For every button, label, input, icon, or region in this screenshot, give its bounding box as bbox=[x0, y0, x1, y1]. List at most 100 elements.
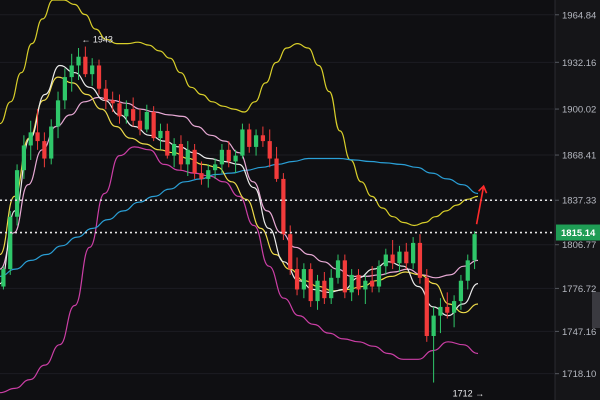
candle-body bbox=[472, 234, 477, 261]
candle-body bbox=[342, 260, 347, 293]
candle-bullish bbox=[363, 274, 368, 304]
candle-bearish bbox=[226, 141, 231, 168]
price-annotations: ← 1943 1712 → bbox=[81, 35, 484, 399]
y-tick-label: 1718.10 bbox=[562, 369, 596, 380]
candle-bearish bbox=[370, 266, 375, 293]
candle-body bbox=[329, 277, 334, 299]
candlestick-series bbox=[1, 46, 477, 383]
candle-body bbox=[240, 129, 245, 156]
candle-bearish bbox=[83, 46, 88, 78]
candle-body bbox=[411, 242, 416, 264]
candle-body bbox=[165, 130, 170, 156]
candle-body bbox=[90, 65, 95, 75]
candle-body bbox=[451, 301, 457, 313]
candle-bullish bbox=[55, 91, 61, 139]
candle-bullish bbox=[21, 135, 27, 179]
candle-bullish bbox=[329, 269, 334, 304]
candle-bearish bbox=[110, 91, 115, 112]
candle-bearish bbox=[274, 146, 279, 182]
candle-bearish bbox=[117, 94, 122, 124]
axis-scroll-handle[interactable] bbox=[592, 292, 600, 328]
y-tick-label: 1806.77 bbox=[562, 240, 596, 251]
candle-body bbox=[14, 170, 20, 217]
candle-bearish bbox=[165, 123, 170, 159]
candle-body bbox=[55, 100, 61, 127]
candle-bearish bbox=[42, 132, 47, 168]
candle-bullish bbox=[465, 254, 470, 290]
candle-bearish bbox=[137, 109, 143, 136]
candle-body bbox=[370, 280, 375, 287]
overlay-lower-band bbox=[0, 146, 479, 394]
candle-body bbox=[322, 280, 327, 299]
indicator-overlays bbox=[0, 0, 479, 394]
y-tick-label: 1747.16 bbox=[562, 327, 596, 338]
candle-bullish bbox=[69, 53, 74, 92]
candle-bearish bbox=[390, 240, 395, 270]
candle-bullish bbox=[240, 123, 245, 159]
candle-body bbox=[110, 100, 115, 104]
candle-body bbox=[267, 141, 272, 159]
candle-bullish bbox=[144, 104, 149, 133]
candle-body bbox=[445, 306, 450, 313]
candle-body bbox=[383, 254, 388, 267]
candle-body bbox=[28, 132, 33, 146]
candle-bullish bbox=[90, 58, 95, 86]
right-axis-panel bbox=[555, 0, 600, 400]
candle-bullish bbox=[431, 306, 436, 383]
candle-bullish bbox=[1, 266, 6, 290]
candle-body bbox=[172, 144, 177, 156]
candle-bullish bbox=[185, 141, 190, 176]
candle-bearish bbox=[35, 109, 40, 150]
candle-body bbox=[62, 77, 67, 101]
candle-body bbox=[417, 242, 423, 278]
arrow-shaft bbox=[475, 186, 485, 225]
candle-bearish bbox=[103, 80, 108, 110]
candle-body bbox=[356, 274, 361, 290]
candle-bullish bbox=[472, 231, 477, 270]
candle-bearish bbox=[322, 272, 327, 304]
candle-bullish bbox=[315, 274, 320, 310]
candle-body bbox=[1, 269, 6, 287]
candle-body bbox=[335, 260, 341, 278]
candle-body bbox=[253, 135, 259, 147]
candle-bullish bbox=[76, 48, 81, 80]
candle-bullish bbox=[124, 100, 129, 124]
candle-bullish bbox=[219, 144, 225, 174]
candle-bullish bbox=[383, 248, 388, 275]
candle-body bbox=[363, 280, 368, 290]
candle-body bbox=[137, 120, 143, 130]
overlay-ma-pink bbox=[0, 96, 479, 279]
y-tick-label: 1964.84 bbox=[562, 10, 596, 21]
y-tick-label: 1776.72 bbox=[562, 284, 596, 295]
candle-body bbox=[274, 158, 279, 179]
candle-body bbox=[144, 112, 149, 130]
candle-bullish bbox=[335, 254, 341, 284]
candle-body bbox=[376, 266, 382, 287]
price-tag-label: 1815.14 bbox=[561, 228, 596, 239]
current-price-tag: 1815.14 bbox=[556, 224, 600, 241]
candle-bearish bbox=[199, 161, 204, 185]
y-tick-label: 1932.16 bbox=[562, 58, 596, 69]
candle-bullish bbox=[212, 158, 218, 179]
candle-body bbox=[458, 280, 464, 302]
candle-bullish bbox=[411, 237, 416, 270]
candle-bearish bbox=[288, 225, 293, 275]
overlay-ma-yellow bbox=[0, 76, 479, 314]
candle-body bbox=[404, 251, 409, 264]
candle-bearish bbox=[260, 126, 266, 147]
candle-bearish bbox=[445, 292, 450, 319]
candle-body bbox=[288, 234, 293, 270]
candle-bearish bbox=[417, 234, 423, 284]
candle-body bbox=[390, 254, 395, 264]
candle-body bbox=[212, 164, 218, 171]
candle-bearish bbox=[342, 254, 347, 299]
projection-arrow-icon bbox=[475, 184, 488, 225]
candle-body bbox=[308, 269, 313, 302]
candle-bullish bbox=[438, 298, 443, 334]
y-tick-label: 1868.41 bbox=[562, 151, 596, 162]
candle-bullish bbox=[158, 123, 163, 150]
candle-bearish bbox=[151, 106, 156, 142]
candle-bearish bbox=[356, 269, 361, 296]
candle-body bbox=[349, 274, 354, 293]
